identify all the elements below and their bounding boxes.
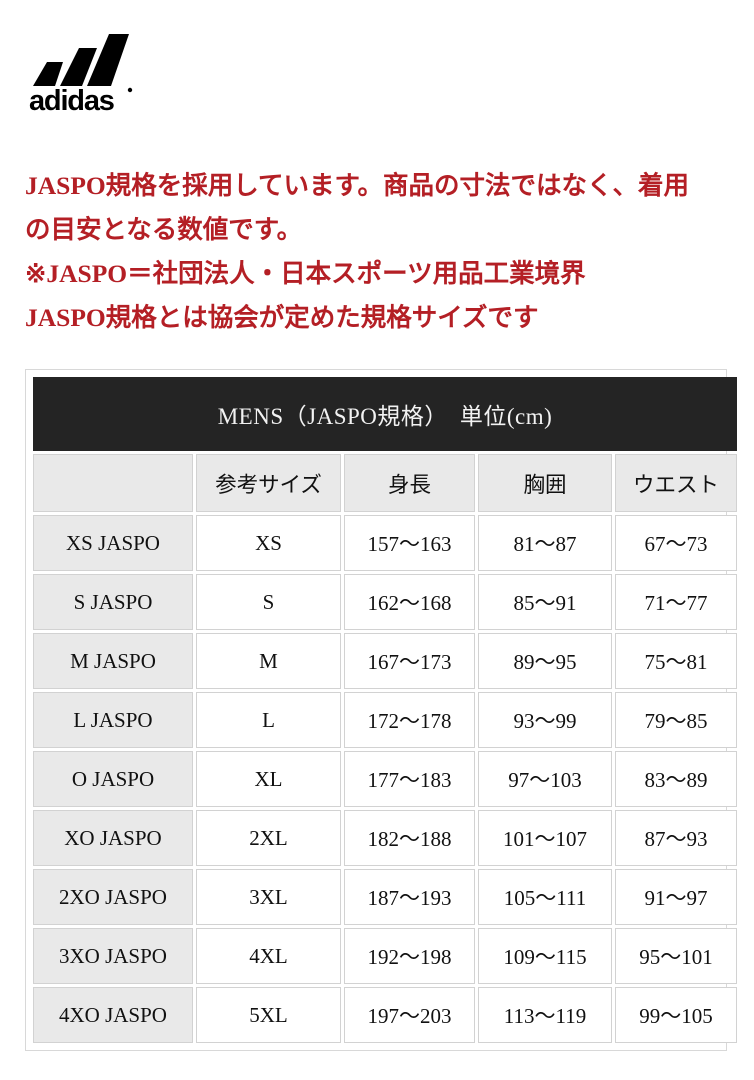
- cell-waist: 99〜105: [615, 987, 738, 1043]
- row-label: O JASPO: [33, 751, 193, 807]
- column-header-waist: ウエスト: [615, 454, 738, 512]
- adidas-logo: adidas: [27, 32, 147, 114]
- table-banner-title: MENS（JASPO規格） 単位(cm): [33, 377, 738, 451]
- cell-reference-size: XS: [196, 515, 341, 571]
- table-row: XO JASPO 2XL 182〜188 101〜107 87〜93: [33, 810, 738, 866]
- cell-height: 167〜173: [344, 633, 475, 689]
- cell-height: 187〜193: [344, 869, 475, 925]
- notice-line-1: JASPO規格を採用しています。商品の寸法ではなく、着用: [25, 171, 689, 200]
- row-label: 2XO JASPO: [33, 869, 193, 925]
- row-label: XO JASPO: [33, 810, 193, 866]
- cell-waist: 79〜85: [615, 692, 738, 748]
- column-header-reference-size: 参考サイズ: [196, 454, 341, 512]
- cell-reference-size: 3XL: [196, 869, 341, 925]
- column-header-blank: [33, 454, 193, 512]
- cell-height: 162〜168: [344, 574, 475, 630]
- jaspo-notice: JASPO規格を採用しています。商品の寸法ではなく、着用 の目安となる数値です。…: [25, 164, 731, 340]
- row-label: L JASPO: [33, 692, 193, 748]
- table-row: M JASPO M 167〜173 89〜95 75〜81: [33, 633, 738, 689]
- table-row: L JASPO L 172〜178 93〜99 79〜85: [33, 692, 738, 748]
- cell-reference-size: L: [196, 692, 341, 748]
- notice-line-4: JASPO規格とは協会が定めた規格サイズです: [25, 303, 539, 332]
- cell-reference-size: 2XL: [196, 810, 341, 866]
- row-label: 3XO JASPO: [33, 928, 193, 984]
- cell-chest: 101〜107: [478, 810, 612, 866]
- cell-chest: 85〜91: [478, 574, 612, 630]
- cell-height: 172〜178: [344, 692, 475, 748]
- cell-height: 192〜198: [344, 928, 475, 984]
- cell-waist: 75〜81: [615, 633, 738, 689]
- table-row: 4XO JASPO 5XL 197〜203 113〜119 99〜105: [33, 987, 738, 1043]
- row-label: M JASPO: [33, 633, 193, 689]
- row-label: S JASPO: [33, 574, 193, 630]
- adidas-wordmark: adidas: [29, 85, 114, 114]
- cell-height: 157〜163: [344, 515, 475, 571]
- table-row: 3XO JASPO 4XL 192〜198 109〜115 95〜101: [33, 928, 738, 984]
- cell-waist: 67〜73: [615, 515, 738, 571]
- table-column-header-row: 参考サイズ 身長 胸囲 ウエスト: [33, 454, 738, 512]
- size-chart-container: MENS（JASPO規格） 単位(cm) 参考サイズ 身長 胸囲 ウエスト XS…: [25, 369, 738, 1051]
- cell-waist: 83〜89: [615, 751, 738, 807]
- table-banner-row: MENS（JASPO規格） 単位(cm): [33, 377, 738, 451]
- cell-reference-size: XL: [196, 751, 341, 807]
- cell-waist: 87〜93: [615, 810, 738, 866]
- adidas-logo-mark: adidas: [29, 34, 133, 114]
- row-label: 4XO JASPO: [33, 987, 193, 1043]
- size-chart-table: MENS（JASPO規格） 単位(cm) 参考サイズ 身長 胸囲 ウエスト XS…: [30, 374, 740, 1046]
- cell-waist: 71〜77: [615, 574, 738, 630]
- cell-reference-size: 4XL: [196, 928, 341, 984]
- adidas-registered-dot: [127, 87, 133, 93]
- column-header-chest: 胸囲: [478, 454, 612, 512]
- row-label: XS JASPO: [33, 515, 193, 571]
- cell-chest: 105〜111: [478, 869, 612, 925]
- cell-reference-size: M: [196, 633, 341, 689]
- cell-chest: 113〜119: [478, 987, 612, 1043]
- cell-reference-size: 5XL: [196, 987, 341, 1043]
- table-row: XS JASPO XS 157〜163 81〜87 67〜73: [33, 515, 738, 571]
- cell-chest: 89〜95: [478, 633, 612, 689]
- size-chart-head: MENS（JASPO規格） 単位(cm) 参考サイズ 身長 胸囲 ウエスト: [33, 377, 738, 512]
- table-row: S JASPO S 162〜168 85〜91 71〜77: [33, 574, 738, 630]
- cell-reference-size: S: [196, 574, 341, 630]
- cell-waist: 91〜97: [615, 869, 738, 925]
- table-row: 2XO JASPO 3XL 187〜193 105〜111 91〜97: [33, 869, 738, 925]
- notice-line-3: ※JASPO＝社団法人・日本スポーツ用品工業境界: [25, 259, 586, 288]
- cell-height: 177〜183: [344, 751, 475, 807]
- cell-height: 197〜203: [344, 987, 475, 1043]
- table-row: O JASPO XL 177〜183 97〜103 83〜89: [33, 751, 738, 807]
- cell-chest: 97〜103: [478, 751, 612, 807]
- cell-height: 182〜188: [344, 810, 475, 866]
- column-header-height: 身長: [344, 454, 475, 512]
- notice-line-2: の目安となる数値です。: [25, 215, 303, 244]
- size-chart-body: XS JASPO XS 157〜163 81〜87 67〜73 S JASPO …: [33, 515, 738, 1043]
- cell-chest: 93〜99: [478, 692, 612, 748]
- cell-chest: 109〜115: [478, 928, 612, 984]
- cell-chest: 81〜87: [478, 515, 612, 571]
- cell-waist: 95〜101: [615, 928, 738, 984]
